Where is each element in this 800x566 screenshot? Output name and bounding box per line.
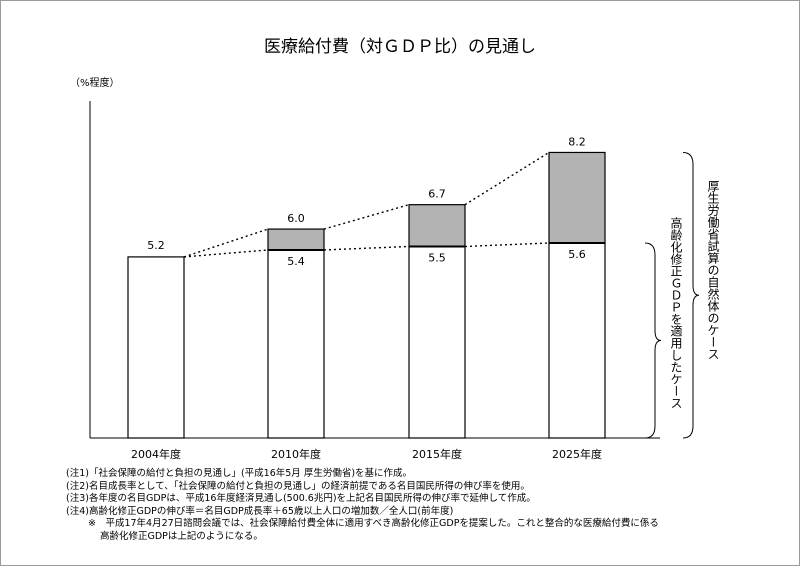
footnote-remark-cont: 高齢化修正GDPは上記のようになる。: [100, 530, 263, 542]
bar-base-2004年度: [127, 256, 185, 439]
connector-low-0: [183, 249, 269, 258]
x-tick-label-2004年度: 2004年度: [131, 447, 181, 461]
footnote-1: (注1)「社会保障の給付と負担の見通し」(平成16年5月 厚生労働省)を基に作成…: [66, 468, 413, 479]
x-tick-label-2010年度: 2010年度: [271, 447, 321, 461]
bar-base-2010年度: [267, 249, 325, 439]
connector-high-2: [464, 151, 550, 206]
chart-title: 医療給付費（対ＧＤＰ比）の見通し: [264, 37, 536, 57]
legend-label-low-case: 高齢化修正ＧＤＰを適用したケース: [669, 216, 683, 409]
bar-increment-2010年度: [267, 228, 325, 251]
bar-increment-2015年度: [408, 204, 466, 248]
value-label-2004年度: 5.2: [147, 239, 165, 252]
connector-high-1: [323, 204, 410, 230]
connector-high-0: [183, 228, 269, 258]
value-label-high-2015年度: 6.7: [428, 188, 446, 201]
bar-increment-2025年度: [548, 151, 606, 244]
bar-base-2015年度: [408, 245, 466, 439]
footnote-remark: ※ 平成17年4月27日諮問会議では、社会保障給付費全体に適用すべき高齢化修正G…: [88, 518, 659, 530]
connector-low-1: [323, 245, 410, 251]
chart: 医療給付費（対ＧＤＰ比）の見通し （%程度） 5.2 6.0 5.4 6.7 5.5 8.…: [70, 37, 720, 461]
value-label-low-2010年度: 5.4: [287, 255, 305, 268]
value-label-low-2025年度: 5.6: [568, 248, 586, 261]
footnote-3: (注3)各年度の名目GDPは、平成16年度経済見通し(500.6兆円)を上記名目…: [66, 493, 536, 505]
brace-high-case: [682, 151, 700, 439]
footnotes: (注1)「社会保障の給付と負担の見通し」(平成16年5月 厚生労働省)を基に作成…: [66, 468, 786, 544]
x-tick-label-2015年度: 2015年度: [412, 447, 462, 461]
brace-low-case: [644, 242, 662, 439]
footnote-2: (注2)名目成長率として、「社会保障の給付と負担の見通し」の経済前提である名目国…: [66, 480, 530, 492]
legend-label-high-case: 厚生労働省試算の自然体のケース: [706, 180, 720, 360]
connector-low-2: [464, 242, 550, 248]
value-label-low-2015年度: 5.5: [428, 251, 446, 264]
value-label-high-2025年度: 8.2: [568, 135, 586, 148]
y-axis-unit-label: （%程度）: [70, 76, 120, 89]
value-label-high-2010年度: 6.0: [287, 212, 305, 225]
footnote-4: (注4)高齢化修正GDPの伸び率＝名目GDP成長率＋65歳以上人口の増加数／全人…: [66, 505, 454, 517]
x-tick-label-2025年度: 2025年度: [552, 447, 602, 461]
bar-base-2025年度: [548, 242, 606, 439]
